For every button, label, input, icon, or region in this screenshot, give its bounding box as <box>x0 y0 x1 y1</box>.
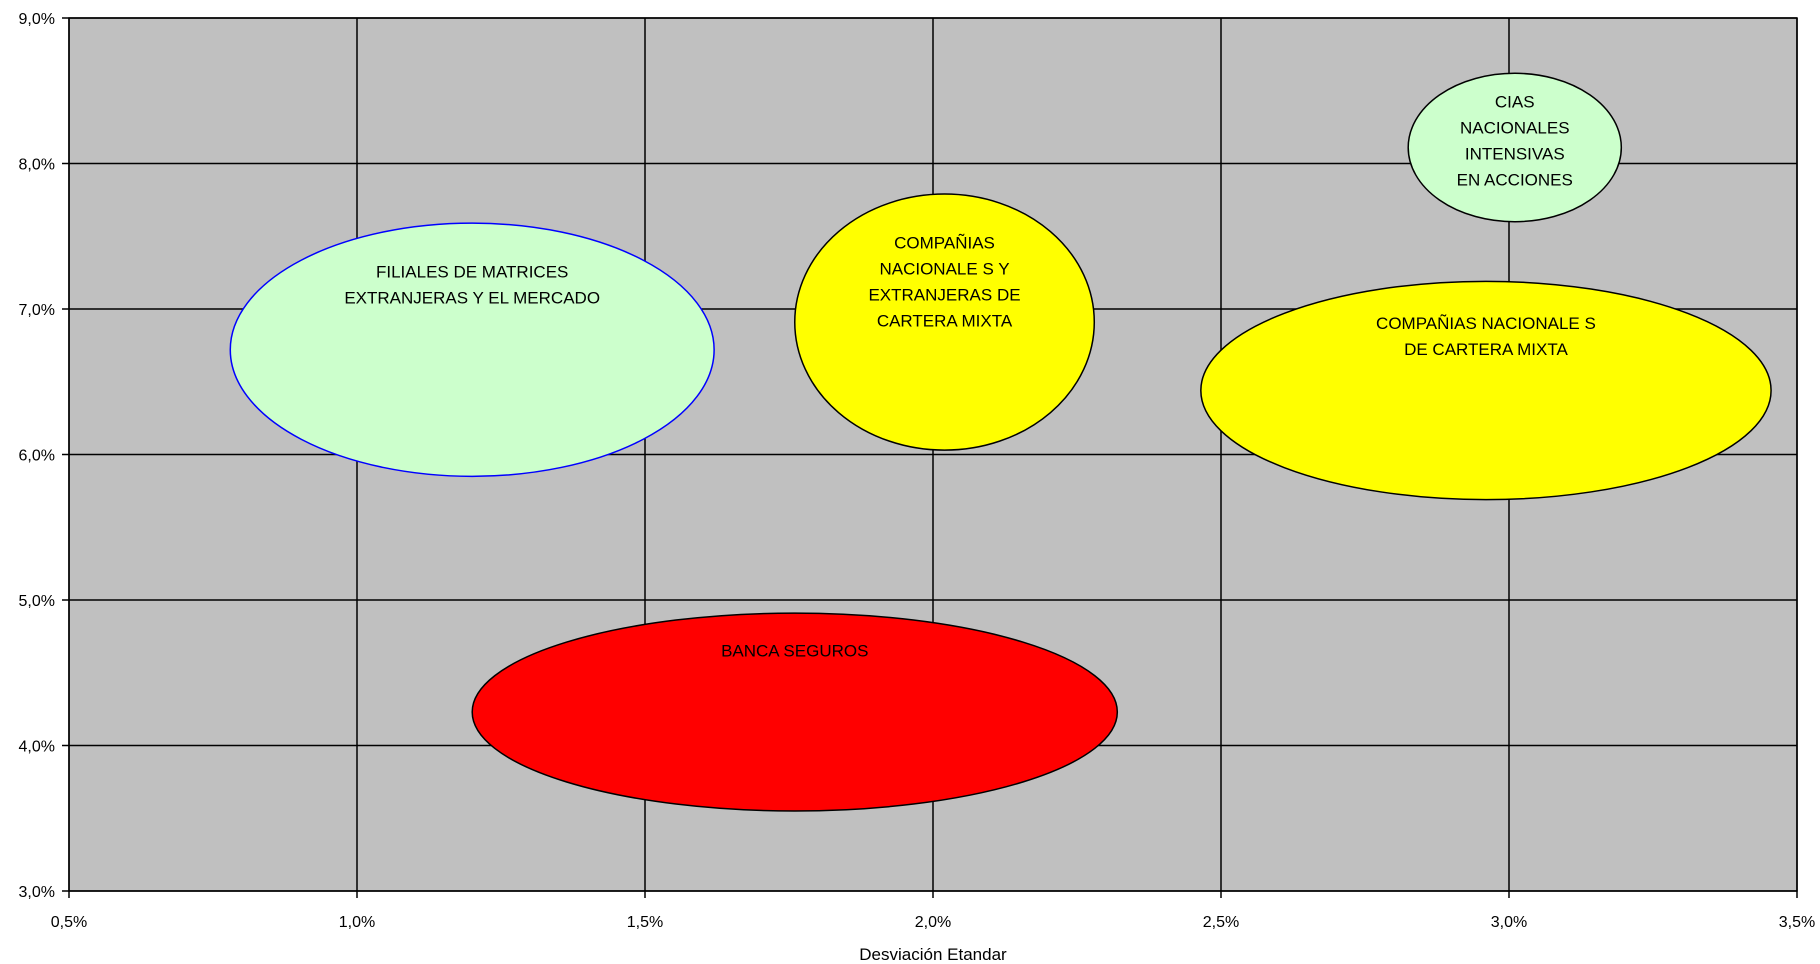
bubble-label: DE CARTERA MIXTA <box>1404 340 1568 359</box>
bubble-label: EN ACCIONES <box>1457 170 1573 189</box>
bubble-label: NACIONALE S Y <box>879 260 1009 279</box>
bubble-label: COMPAÑIAS <box>894 234 995 253</box>
x-tick-label: 1,0% <box>339 914 375 931</box>
bubble <box>1200 280 1772 501</box>
bubble-label: COMPAÑIAS NACIONALE S <box>1376 314 1596 333</box>
bubble <box>794 193 1096 451</box>
bubble-label: FILIALES DE MATRICES <box>376 262 568 281</box>
y-tick-label: 4,0% <box>19 739 55 756</box>
y-tick-label: 9,0% <box>19 11 55 28</box>
x-tick-label: 1,5% <box>627 914 663 931</box>
bubble-label: BANCA SEGUROS <box>721 642 868 661</box>
x-tick-label: 3,5% <box>1779 914 1815 931</box>
y-tick-label: 5,0% <box>19 593 55 610</box>
bubble <box>471 612 1119 812</box>
y-tick-label: 3,0% <box>19 884 55 901</box>
axes: 0,5% 1,0% 1,5% 2,0% 2,5% 3,0% 3,5% 3,0% 4,0% 5,0%… <box>19 11 1816 931</box>
bubble <box>229 222 715 478</box>
bubble-label: INTENSIVAS <box>1465 144 1565 163</box>
data-bubbles: FILIALES DE MATRICES EXTRANJERAS Y EL MER… <box>229 72 1772 812</box>
x-tick-label: 0,5% <box>51 914 87 931</box>
x-axis-label: Desviación Etandar <box>859 945 1007 964</box>
y-tick-label: 8,0% <box>19 157 55 174</box>
bubble-label: CARTERA MIXTA <box>877 312 1013 331</box>
x-tick-label: 2,0% <box>915 914 951 931</box>
x-tick-label: 2,5% <box>1203 914 1239 931</box>
bubble-label: EXTRANJERAS Y EL MERCADO <box>344 288 600 307</box>
bubble-label: NACIONALES <box>1460 118 1570 137</box>
x-tick-label: 3,0% <box>1491 914 1527 931</box>
bubble-label: CIAS <box>1495 92 1535 111</box>
y-tick-label: 6,0% <box>19 448 55 465</box>
y-tick-label: 7,0% <box>19 302 55 319</box>
bubble <box>1407 72 1623 223</box>
bubble-label: EXTRANJERAS DE <box>868 286 1020 305</box>
